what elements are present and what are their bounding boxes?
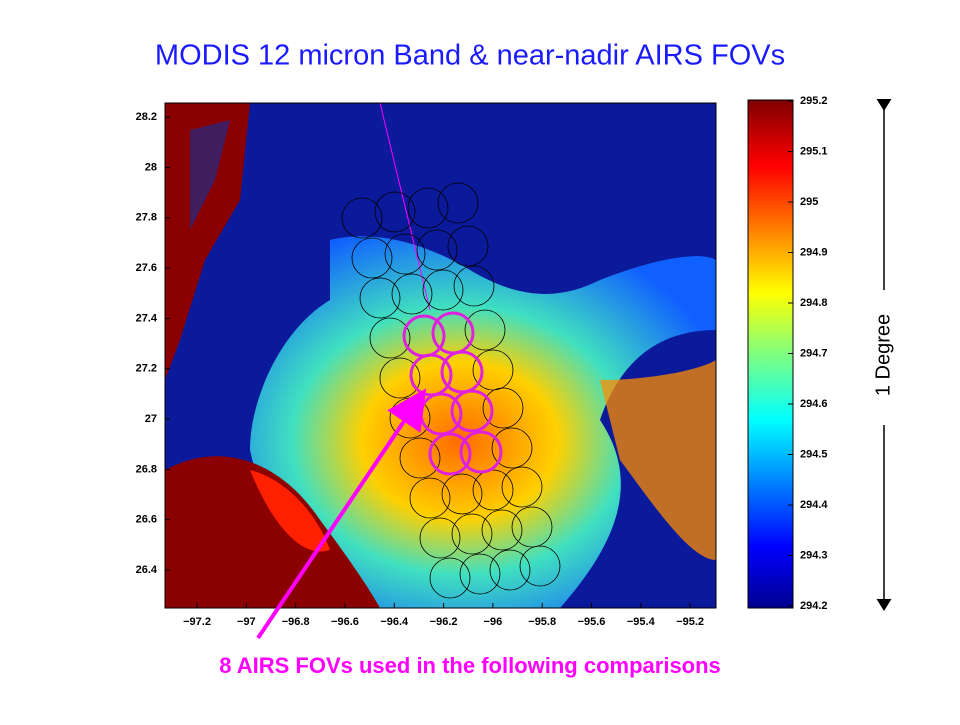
title: MODIS 12 micron Band & near-nadir AIRS F… (155, 40, 785, 72)
y-tick-label: 27.2 (136, 363, 157, 375)
colorbar-tick-label: 294.9 (800, 246, 828, 258)
x-tick-label: −97.2 (183, 616, 211, 628)
scale-label: 1 Degree (872, 314, 894, 396)
x-tick-label: −96.6 (331, 616, 359, 628)
colorbar-tick-label: 294.6 (800, 398, 828, 410)
y-tick-label: 27 (145, 413, 157, 425)
x-tick-label: −96.2 (430, 616, 458, 628)
colorbar-tick-label: 294.7 (800, 347, 828, 359)
x-tick-label: −95.4 (627, 616, 656, 628)
x-tick-label: −97 (237, 616, 256, 628)
y-tick-label: 28.2 (136, 111, 157, 123)
x-tick-label: −95.2 (676, 616, 704, 628)
colorbar-tick-label: 294.3 (800, 549, 828, 561)
y-tick-label: 27.4 (136, 312, 158, 324)
colorbar-tick-label: 294.5 (800, 448, 828, 460)
colorbar-tick-label: 295 (800, 196, 818, 208)
x-tick-label: −96.8 (282, 616, 310, 628)
map-frame (164, 102, 717, 609)
colorbar-tick-label: 295.1 (800, 145, 828, 157)
colorbar-tick-label: 294.2 (800, 600, 828, 612)
pointer-arrow (256, 388, 427, 640)
colorbar-tick-label: 294.8 (800, 297, 828, 309)
x-tick-label: −96 (484, 616, 503, 628)
colorbar (747, 99, 794, 609)
y-tick-label: 26.8 (136, 463, 157, 475)
x-tick-label: −95.8 (528, 616, 556, 628)
x-tick-label: −95.6 (578, 616, 606, 628)
y-tick-label: 26.4 (136, 564, 158, 576)
colorbar-tick-label: 294.4 (800, 499, 828, 511)
y-tick-label: 27.8 (136, 212, 157, 224)
caption: 8 AIRS FOVs used in the following compar… (219, 653, 721, 678)
y-tick-label: 27.6 (136, 262, 157, 274)
x-tick-label: −96.4 (380, 616, 409, 628)
y-tick-label: 28 (145, 161, 157, 173)
map-image (165, 103, 716, 608)
colorbar-tick-label: 295.2 (800, 95, 828, 107)
y-tick-label: 26.6 (136, 514, 157, 526)
